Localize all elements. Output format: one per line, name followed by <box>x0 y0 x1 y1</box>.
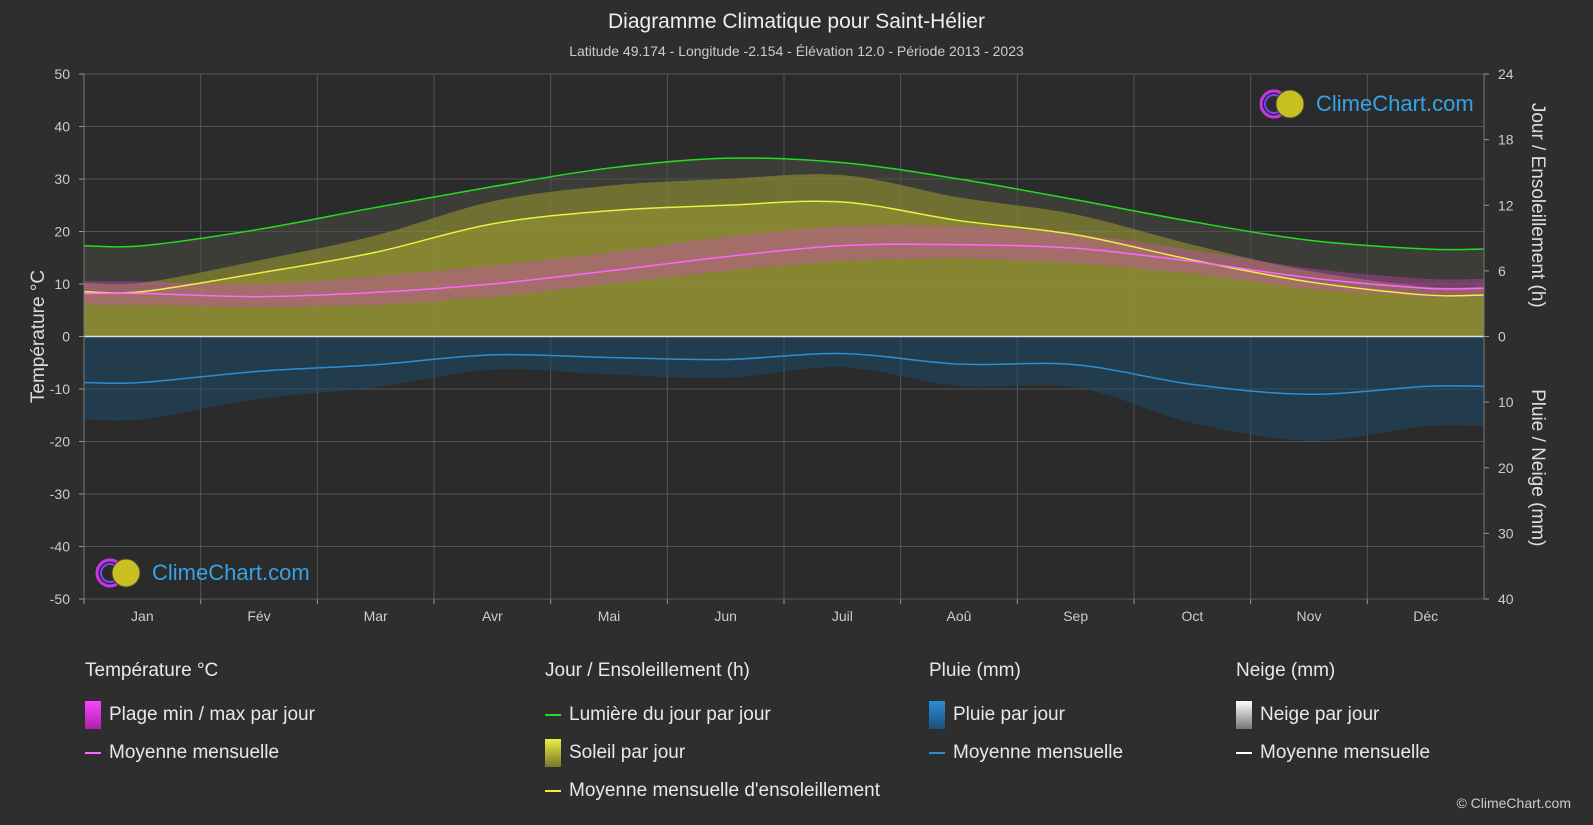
temperature-mean-line <box>83 243 1485 298</box>
left-tick-label: 50 <box>54 66 70 82</box>
temp-range-swatch <box>85 701 101 729</box>
right-bottom-tick-label: 10 <box>1498 394 1514 410</box>
month-label: Mai <box>598 608 621 624</box>
legend-temperature-heading: Température °C <box>85 660 219 681</box>
month-label: Jan <box>131 608 154 624</box>
rain-mean-line <box>83 352 1485 396</box>
legend-rain-day: Pluie par jour <box>929 696 1123 734</box>
legend-sun-heading: Jour / Ensoleillement (h) <box>545 660 750 681</box>
chart-subtitle: Latitude 49.174 - Longitude -2.154 - Élé… <box>569 43 1024 59</box>
sunshine-area <box>84 174 1484 337</box>
left-tick-label: 20 <box>54 224 70 240</box>
month-label: Juil <box>832 608 853 624</box>
legend-temp-range-label: Plage min / max par jour <box>109 704 315 725</box>
legend-sun-mean: Moyenne mensuelle d'ensoleillement <box>545 772 880 810</box>
left-axis-label: Température °C <box>28 270 49 403</box>
logo-top[interactable]: ClimeChart.com <box>1258 88 1474 120</box>
left-tick-label: -40 <box>50 539 70 555</box>
left-tick-label: -30 <box>50 486 70 502</box>
right-bottom-tick-label: 40 <box>1498 591 1514 607</box>
logo-icon <box>1259 89 1305 119</box>
temp-mean-swatch <box>85 752 101 754</box>
left-tick-label: 0 <box>62 329 70 345</box>
chart-title: Diagramme Climatique pour Saint-Hélier <box>608 10 985 33</box>
sunshine-mean-line <box>83 200 1485 297</box>
legend-sunshine-label: Soleil par jour <box>569 742 686 763</box>
right-top-tick-label: 0 <box>1498 329 1506 345</box>
rain-swatch <box>929 701 945 729</box>
copyright: © ClimeChart.com <box>1456 795 1571 811</box>
temperature-range-band <box>84 225 1484 308</box>
legend-rain-day-label: Pluie par jour <box>953 704 1065 725</box>
legend-temperature: Température °C Plage min / max par jour … <box>85 660 315 772</box>
legend-snow-heading: Neige (mm) <box>1236 660 1336 681</box>
axes-layer: 50 40 30 20 10 0 -10 -20 -30 -40 -50 24 18 12 6 0 10 20 30… <box>28 66 1548 624</box>
legend-snow-mean-label: Moyenne mensuelle <box>1260 742 1431 763</box>
legend-temp-mean: Moyenne mensuelle <box>85 734 315 772</box>
sunshine-core-area <box>84 201 1484 337</box>
right-top-axis-label: Jour / Ensoleillement (h) <box>1527 103 1548 308</box>
right-bottom-tick-label: 20 <box>1498 460 1514 476</box>
left-tick-label: -10 <box>50 381 70 397</box>
daylight-swatch <box>545 714 561 716</box>
legend: Température °C Plage min / max par jour … <box>0 660 1593 825</box>
month-label: Nov <box>1297 608 1322 624</box>
month-label: Fév <box>247 608 270 624</box>
logo-bottom[interactable]: ClimeChart.com <box>94 557 310 589</box>
snow-mean-swatch <box>1236 752 1252 754</box>
legend-temp-range: Plage min / max par jour <box>85 696 315 734</box>
legend-sun: Jour / Ensoleillement (h) Lumière du jou… <box>545 660 880 810</box>
legend-rain: Pluie (mm) Pluie par jour Moyenne mensue… <box>929 660 1123 772</box>
left-tick-label: -20 <box>50 434 70 450</box>
month-label: Mar <box>364 608 388 624</box>
logo-text: ClimeChart.com <box>152 560 310 585</box>
series-layer <box>83 157 1485 396</box>
right-top-tick-label: 18 <box>1498 132 1514 148</box>
month-label: Déc <box>1413 608 1438 624</box>
plot-zones <box>84 157 1484 441</box>
rain-mean-swatch <box>929 752 945 754</box>
month-label: Jun <box>714 608 737 624</box>
right-top-tick-label: 6 <box>1498 263 1506 279</box>
sunshine-swatch <box>545 739 561 767</box>
legend-daylight-label: Lumière du jour par jour <box>569 704 771 725</box>
legend-rain-heading: Pluie (mm) <box>929 660 1021 681</box>
legend-temp-mean-label: Moyenne mensuelle <box>109 742 280 763</box>
sun-mean-swatch <box>545 790 561 792</box>
left-tick-label: 10 <box>54 276 70 292</box>
legend-sun-mean-label: Moyenne mensuelle d'ensoleillement <box>569 780 880 801</box>
left-tick-label: 40 <box>54 119 70 135</box>
legend-snow-day: Neige par jour <box>1236 696 1430 734</box>
legend-daylight: Lumière du jour par jour <box>545 696 880 734</box>
right-top-tick-label: 24 <box>1498 66 1514 82</box>
month-label: Oct <box>1181 608 1203 624</box>
logo-icon <box>95 558 141 588</box>
snow-swatch <box>1236 701 1252 729</box>
left-tick-label: -50 <box>50 591 70 607</box>
legend-snow: Neige (mm) Neige par jour Moyenne mensue… <box>1236 660 1430 772</box>
left-tick-label: 30 <box>54 171 70 187</box>
month-label: Avr <box>482 608 503 624</box>
rain-area <box>84 336 1484 441</box>
right-bottom-axis-label: Pluie / Neige (mm) <box>1527 389 1548 546</box>
logo-text: ClimeChart.com <box>1316 91 1474 116</box>
legend-snow-day-label: Neige par jour <box>1260 704 1380 725</box>
month-label: Aoû <box>947 608 972 624</box>
legend-snow-mean: Moyenne mensuelle <box>1236 734 1430 772</box>
legend-sunshine: Soleil par jour <box>545 734 880 772</box>
right-bottom-tick-label: 30 <box>1498 525 1514 541</box>
legend-rain-mean-label: Moyenne mensuelle <box>953 742 1124 763</box>
month-label: Sep <box>1063 608 1088 624</box>
daylight-line <box>83 157 1485 251</box>
right-top-tick-label: 12 <box>1498 197 1514 213</box>
legend-rain-mean: Moyenne mensuelle <box>929 734 1123 772</box>
